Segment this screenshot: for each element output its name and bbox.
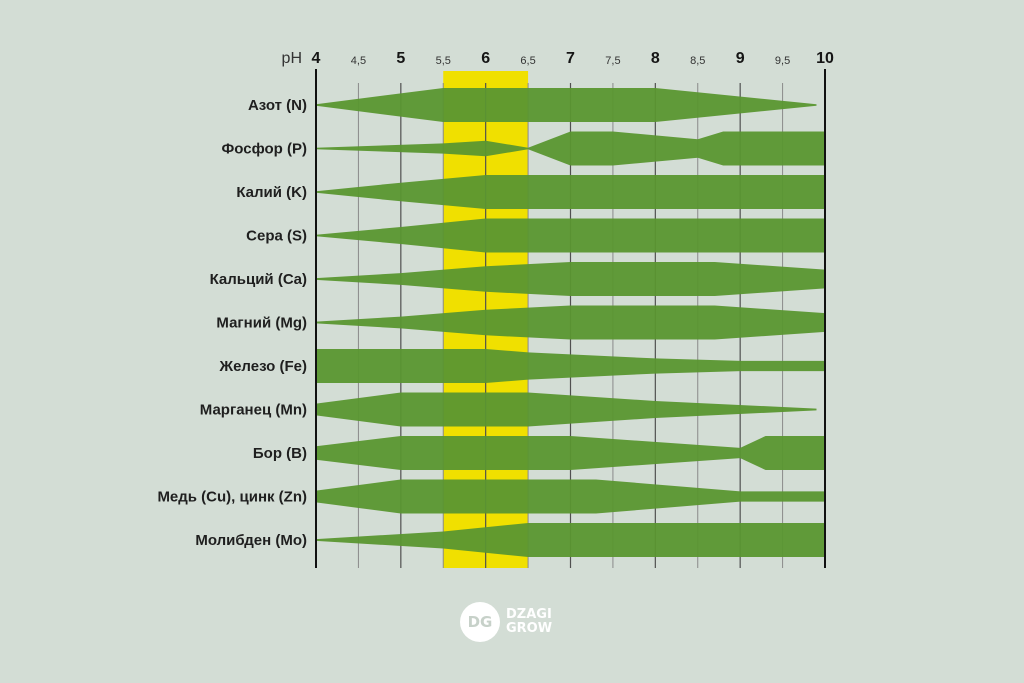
- logo-line-1: DZAGI: [506, 607, 552, 622]
- nutrient-label: Сера (S): [246, 228, 307, 245]
- tick-label: 7,5: [605, 55, 620, 67]
- nutrient-band: [316, 349, 825, 383]
- nutrient-band: [316, 131, 825, 166]
- logo-icon: DG: [460, 602, 500, 642]
- tick-label: 8,5: [690, 55, 705, 67]
- nutrient-label: Медь (Cu), цинк (Zn): [157, 489, 307, 506]
- nutrient-band: [316, 175, 825, 209]
- nutrient-band: [316, 479, 825, 514]
- nutrient-label: Марганец (Mn): [200, 402, 307, 419]
- nutrient-label: Магний (Mg): [216, 315, 307, 332]
- tick-label: 5,5: [436, 55, 451, 67]
- axis-label: pH: [282, 50, 302, 67]
- nutrient-band: [316, 436, 825, 470]
- tick-label: 8: [651, 50, 660, 67]
- brand-logo: DG DZAGI GROW: [460, 600, 600, 644]
- tick-label: 4,5: [351, 55, 366, 67]
- tick-label: 5: [396, 50, 405, 67]
- nutrient-band: [316, 392, 817, 427]
- logo-line-2: GROW: [506, 621, 553, 636]
- nutrient-label: Кальций (Ca): [210, 271, 307, 288]
- nutrient-label: Фосфор (P): [221, 141, 307, 158]
- nutrient-band: [316, 523, 825, 557]
- nutrient-band: [316, 262, 825, 296]
- tick-label: 6,5: [520, 55, 535, 67]
- nutrient-label: Железо (Fe): [219, 358, 307, 375]
- tick-label: 4: [312, 50, 321, 67]
- nutrient-band: [316, 218, 825, 253]
- tick-label: 10: [816, 50, 834, 67]
- logo-wordmark: DZAGI GROW: [506, 608, 552, 636]
- tick-label: 7: [566, 50, 575, 67]
- nutrient-band: [316, 88, 817, 122]
- tick-label: 6: [481, 50, 490, 67]
- nutrient-label: Азот (N): [248, 97, 307, 114]
- tick-label: 9: [736, 50, 745, 67]
- nutrient-label: Калий (K): [236, 184, 307, 201]
- nutrient-label: Бор (B): [253, 445, 307, 462]
- nutrient-band: [316, 305, 825, 340]
- nutrient-label: Молибден (Mo): [195, 532, 307, 549]
- tick-label: 9,5: [775, 55, 790, 67]
